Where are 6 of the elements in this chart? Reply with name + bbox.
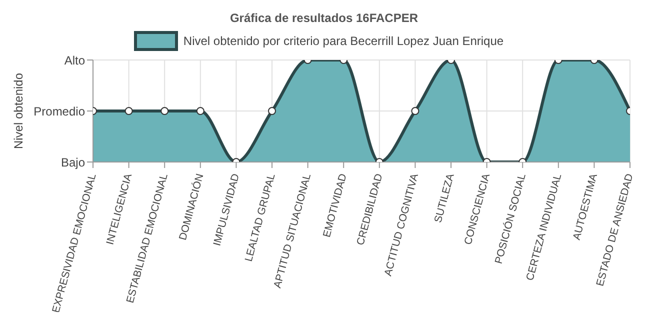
category-label: Promedio [34,104,85,118]
chart-title: Gráfica de resultados 16FACPER [228,10,420,27]
category-label: Alto [64,53,85,68]
legend-label: Nivel obtenido por criterio para Becerrill Lopez Juan Enrique [182,33,504,50]
y-axis-title: Nivel obtenido [11,72,26,150]
category-label: Bajo [60,155,85,170]
